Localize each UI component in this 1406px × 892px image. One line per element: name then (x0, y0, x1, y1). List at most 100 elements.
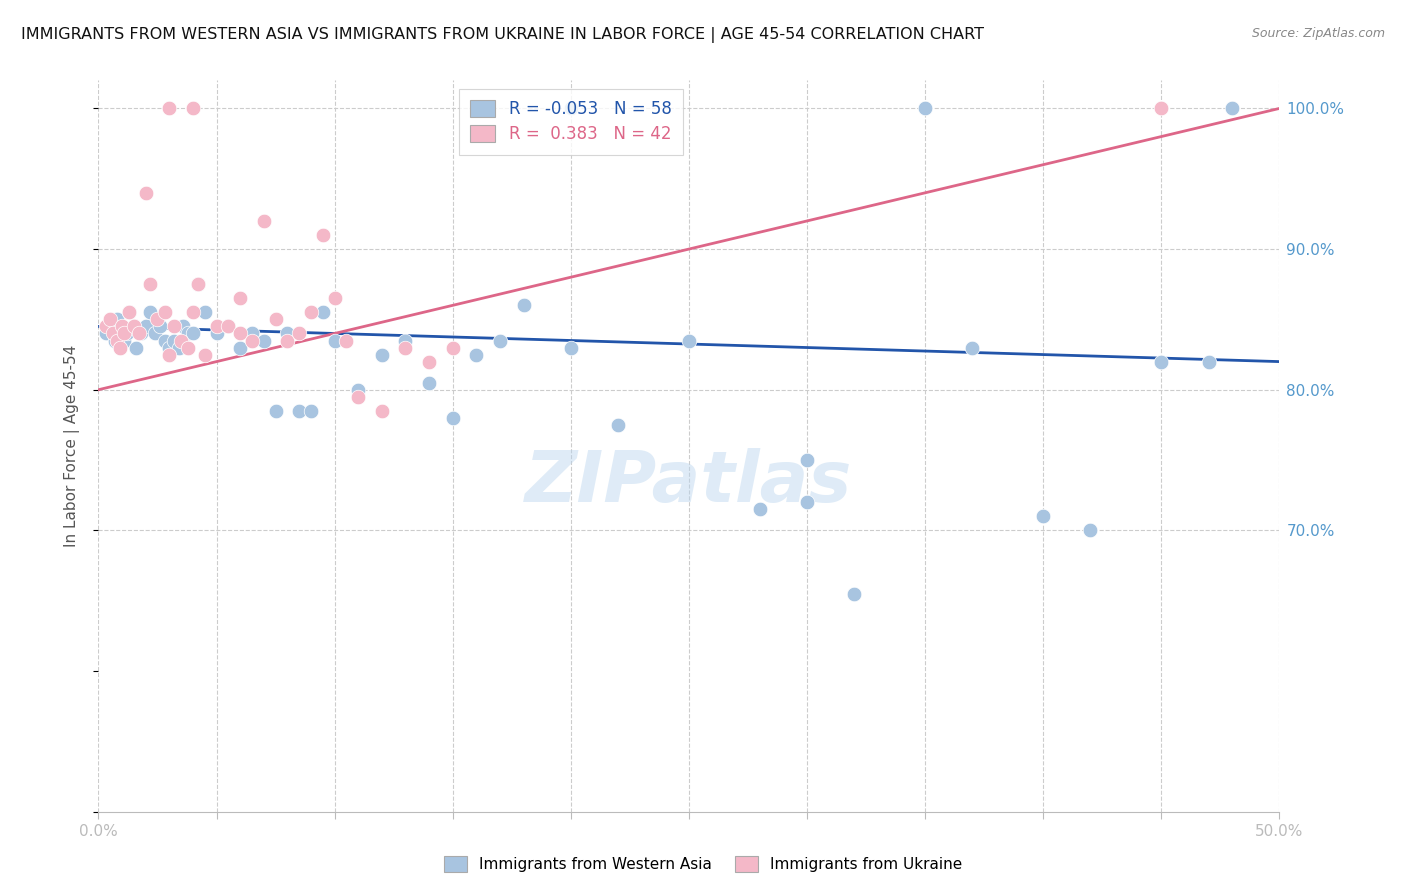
Legend: Immigrants from Western Asia, Immigrants from Ukraine: Immigrants from Western Asia, Immigrants… (436, 848, 970, 880)
Point (394, 341, 416, 355)
Point (111, 319, 134, 334)
Point (512, 298, 534, 312)
Point (844, 587, 866, 601)
Point (1198, 354, 1220, 368)
Point (118, 305, 141, 319)
Point (217, 319, 239, 334)
Point (163, 319, 186, 334)
Point (1150, 354, 1173, 368)
Point (312, 305, 335, 319)
Point (143, 326, 166, 341)
Point (105, 334, 128, 348)
Point (264, 404, 287, 418)
Point (167, 341, 190, 355)
Point (1220, 102, 1243, 116)
Point (194, 305, 217, 319)
Point (335, 334, 357, 348)
Point (135, 319, 157, 334)
Legend: R = -0.053   N = 58, R =  0.383   N = 42: R = -0.053 N = 58, R = 0.383 N = 42 (458, 88, 683, 155)
Point (153, 305, 176, 319)
Point (122, 319, 145, 334)
Point (240, 334, 263, 348)
Text: ZIPatlas: ZIPatlas (526, 448, 852, 517)
Point (1032, 509, 1054, 524)
Point (157, 348, 180, 362)
Point (796, 453, 818, 467)
Point (187, 277, 209, 292)
Point (371, 348, 394, 362)
Point (914, 102, 936, 116)
Point (441, 410, 464, 425)
Point (172, 319, 194, 334)
Point (205, 326, 228, 341)
Point (112, 326, 135, 341)
Point (560, 341, 582, 355)
Point (418, 354, 440, 368)
Point (122, 319, 145, 334)
Point (312, 227, 335, 242)
Point (112, 334, 135, 348)
Point (441, 341, 464, 355)
Point (111, 326, 134, 341)
Point (678, 334, 700, 348)
Point (229, 341, 252, 355)
Point (153, 334, 176, 348)
Point (229, 326, 252, 341)
Point (170, 334, 193, 348)
Text: Source: ZipAtlas.com: Source: ZipAtlas.com (1251, 27, 1385, 40)
Point (105, 312, 128, 326)
Point (115, 326, 138, 341)
Point (465, 348, 488, 362)
Point (181, 102, 204, 116)
Point (299, 404, 322, 418)
Point (217, 319, 239, 334)
Point (146, 312, 169, 326)
Point (394, 334, 416, 348)
Point (323, 291, 346, 305)
Point (128, 326, 150, 341)
Point (181, 305, 204, 319)
Point (489, 334, 512, 348)
Point (962, 341, 984, 355)
Point (253, 334, 276, 348)
Point (276, 326, 298, 341)
Point (129, 326, 152, 341)
Point (205, 319, 228, 334)
Point (177, 326, 200, 341)
Point (1080, 524, 1102, 538)
Point (276, 334, 298, 348)
Point (796, 495, 818, 509)
Point (323, 334, 346, 348)
Point (288, 326, 311, 341)
Point (194, 348, 217, 362)
Point (748, 502, 770, 516)
Point (94, 319, 117, 334)
Y-axis label: In Labor Force | Age 45-54: In Labor Force | Age 45-54 (63, 345, 80, 547)
Text: IMMIGRANTS FROM WESTERN ASIA VS IMMIGRANTS FROM UKRAINE IN LABOR FORCE | AGE 45-: IMMIGRANTS FROM WESTERN ASIA VS IMMIGRAN… (21, 27, 984, 43)
Point (157, 102, 180, 116)
Point (240, 326, 263, 341)
Point (253, 214, 276, 228)
Point (371, 404, 394, 418)
Point (347, 390, 370, 404)
Point (135, 186, 157, 200)
Point (157, 341, 180, 355)
Point (125, 341, 148, 355)
Point (139, 277, 162, 292)
Point (187, 277, 209, 292)
Point (560, 102, 582, 116)
Point (98, 319, 121, 334)
Point (108, 341, 131, 355)
Point (299, 305, 322, 319)
Point (94, 326, 117, 341)
Point (347, 383, 370, 397)
Point (139, 305, 162, 319)
Point (229, 291, 252, 305)
Point (104, 334, 127, 348)
Point (149, 319, 172, 334)
Point (288, 404, 311, 418)
Point (181, 326, 204, 341)
Point (1150, 102, 1173, 116)
Point (98, 312, 121, 326)
Point (418, 376, 440, 390)
